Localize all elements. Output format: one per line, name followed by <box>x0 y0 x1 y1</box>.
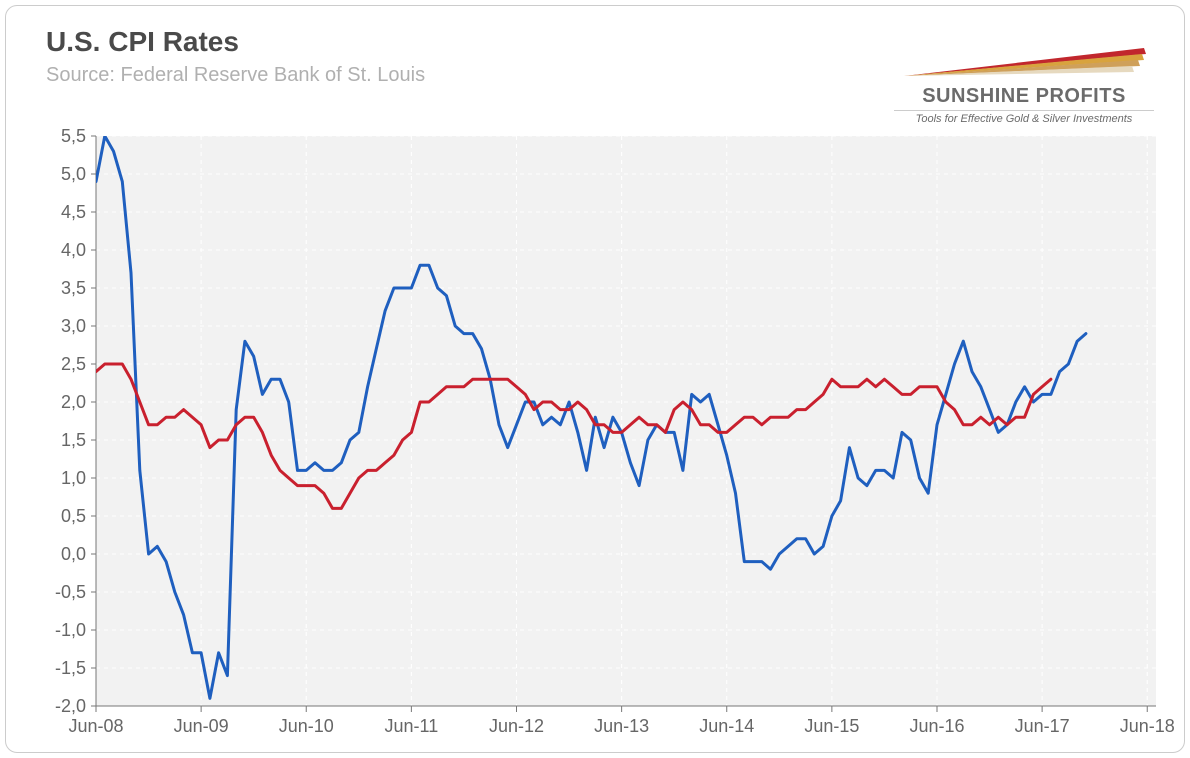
y-tick-label: -1,0 <box>55 620 86 640</box>
y-tick-label: 4,0 <box>61 240 86 260</box>
x-tick-label: Jun-14 <box>699 716 754 736</box>
y-tick-label: 0,5 <box>61 506 86 526</box>
x-tick-label: Jun-16 <box>909 716 964 736</box>
x-tick-label: Jun-13 <box>594 716 649 736</box>
y-tick-label: 1,5 <box>61 430 86 450</box>
y-tick-label: 3,0 <box>61 316 86 336</box>
brand-tagline: Tools for Effective Gold & Silver Invest… <box>894 110 1154 125</box>
header: U.S. CPI Rates Source: Federal Reserve B… <box>46 26 425 87</box>
y-tick-label: 3,5 <box>61 278 86 298</box>
y-tick-label: 1,0 <box>61 468 86 488</box>
sunshine-rays-icon <box>894 46 1154 80</box>
chart-card: -2,0 -1,5 -1,0 -0,5 0,0 0,5 1,0 1,5 2,0 2,5 3,0 3,5… <box>5 5 1185 753</box>
y-tick-label: -1,5 <box>55 658 86 678</box>
y-tick-label: 2,5 <box>61 354 86 374</box>
chart-subtitle: Source: Federal Reserve Bank of St. Loui… <box>46 64 425 87</box>
x-tick-label: Jun-17 <box>1015 716 1070 736</box>
x-tick-label: Jun-15 <box>804 716 859 736</box>
x-tick-label: Jun-18 <box>1120 716 1175 736</box>
x-tick-label: Jun-11 <box>385 716 439 736</box>
x-tick-label: Jun-09 <box>174 716 229 736</box>
x-tick-label: Jun-08 <box>68 716 123 736</box>
x-tick-label: Jun-12 <box>489 716 544 736</box>
x-tick-label: Jun-10 <box>279 716 334 736</box>
y-tick-label: 5,5 <box>61 126 86 146</box>
brand-name: SUNSHINE PROFITS <box>894 85 1154 108</box>
brand-logo: SUNSHINE PROFITS Tools for Effective Gol… <box>894 46 1154 125</box>
y-tick-label: -2,0 <box>55 696 86 716</box>
y-tick-label: 5,0 <box>61 164 86 184</box>
y-tick-label: 2,0 <box>61 392 86 412</box>
y-tick-label: -0,5 <box>55 582 86 602</box>
y-tick-label: 0,0 <box>61 544 86 564</box>
chart-title: U.S. CPI Rates <box>46 26 425 58</box>
y-tick-label: 4,5 <box>61 202 86 222</box>
